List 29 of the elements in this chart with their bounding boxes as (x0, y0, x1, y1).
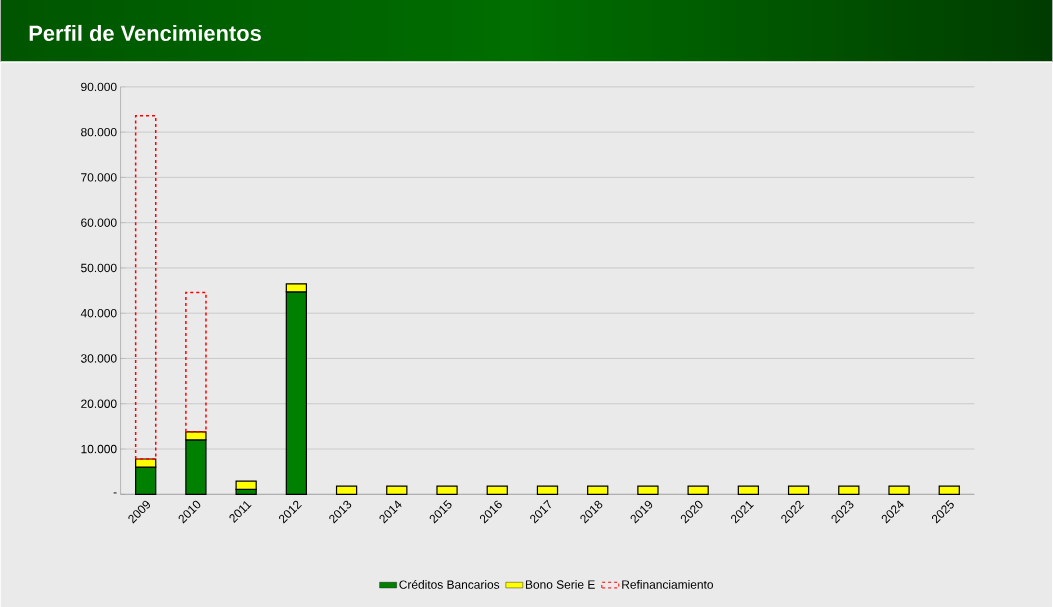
bar (386, 485, 408, 495)
bar (335, 485, 358, 495)
bar (134, 115, 157, 460)
legend-label: Créditos Bancarios (399, 579, 500, 589)
y-tick-label: 80.000 (81, 127, 117, 137)
y-tick-label: 30.000 (81, 354, 117, 363)
y-tick-label: 70.000 (81, 173, 117, 182)
chart-title: Perfil de Vencimientos (29, 24, 261, 41)
y-tick-label: 60.000 (81, 218, 117, 227)
y-tick-label: 20.000 (81, 399, 117, 408)
bar (185, 291, 207, 433)
y-tick-label: - (113, 492, 117, 494)
bar (637, 485, 659, 495)
y-tick-label: 40.000 (80, 308, 117, 318)
y-tick-label: 10.000 (81, 444, 117, 454)
legend-label: Bono Serie E (525, 579, 595, 589)
bar (436, 485, 458, 495)
bar (938, 485, 960, 495)
bar (737, 485, 760, 495)
bar (838, 485, 860, 495)
y-tick-label: 50.000 (81, 263, 117, 273)
bar (486, 485, 508, 495)
y-tick-label: 90.000 (81, 82, 117, 92)
bar (687, 485, 709, 495)
bar (587, 485, 609, 495)
legend-label: Refinanciamiento (622, 579, 714, 589)
bar (536, 485, 559, 495)
bar (787, 485, 810, 495)
bar (888, 485, 910, 495)
